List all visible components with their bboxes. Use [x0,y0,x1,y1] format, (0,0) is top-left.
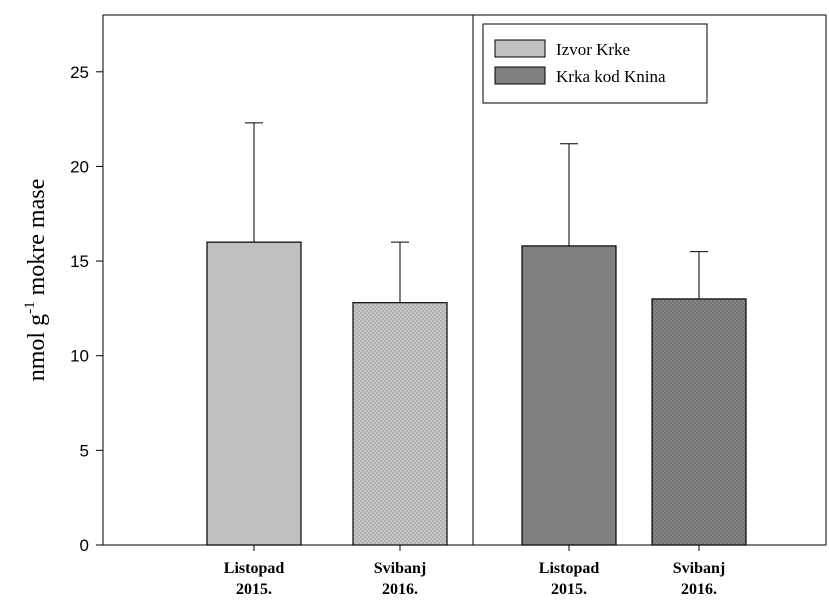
category-label-line1-3: Svibanj [673,560,725,577]
legend-label-izvor-krke: Izvor Krke [556,40,630,59]
legend-swatch-izvor-krke [494,39,546,58]
y-tick-label-1: 5 [80,441,89,460]
y-tick-label-3: 15 [70,252,89,271]
legend-label-krka-kod-knina: Krka kod Knina [556,67,666,86]
category-label-line1-1: Svibanj [374,560,426,577]
category-label-line1-0: Listopad [224,560,285,577]
bar-1 [352,302,448,546]
category-label-line1-2: Listopad [539,560,600,577]
bar-0 [206,241,302,546]
plot-frame [102,14,827,546]
bars-group [206,122,747,546]
y-axis-label: nmol g-1 mokre mase [22,179,50,381]
category-label-line2-1: 2016. [382,581,418,598]
bar-3 [651,298,747,546]
y-tick-label-4: 20 [70,157,89,176]
y-axis-label-sup: -1 [22,301,38,314]
y-tick-label-0: 0 [80,536,89,555]
y-axis-label-main: nmol g [24,314,50,381]
legend-swatch-krka-kod-knina [494,66,546,85]
legend-box [482,23,708,104]
category-label-line2-3: 2016. [681,581,717,598]
y-tick-label-5: 25 [70,63,89,82]
legend: Izvor Krke Krka kod Knina [482,23,708,104]
category-label-line2-2: 2015. [551,581,587,598]
bar-2 [521,245,617,546]
x-category-labels: Listopad 2015. Svibanj 2016. Listopad 2015. Sv… [224,545,725,598]
y-tick-label-2: 10 [70,347,89,366]
y-axis: 0 5 10 15 20 25 [70,63,103,555]
category-label-line2-0: 2015. [236,581,272,598]
y-axis-label-rest: mokre mase [24,179,50,302]
